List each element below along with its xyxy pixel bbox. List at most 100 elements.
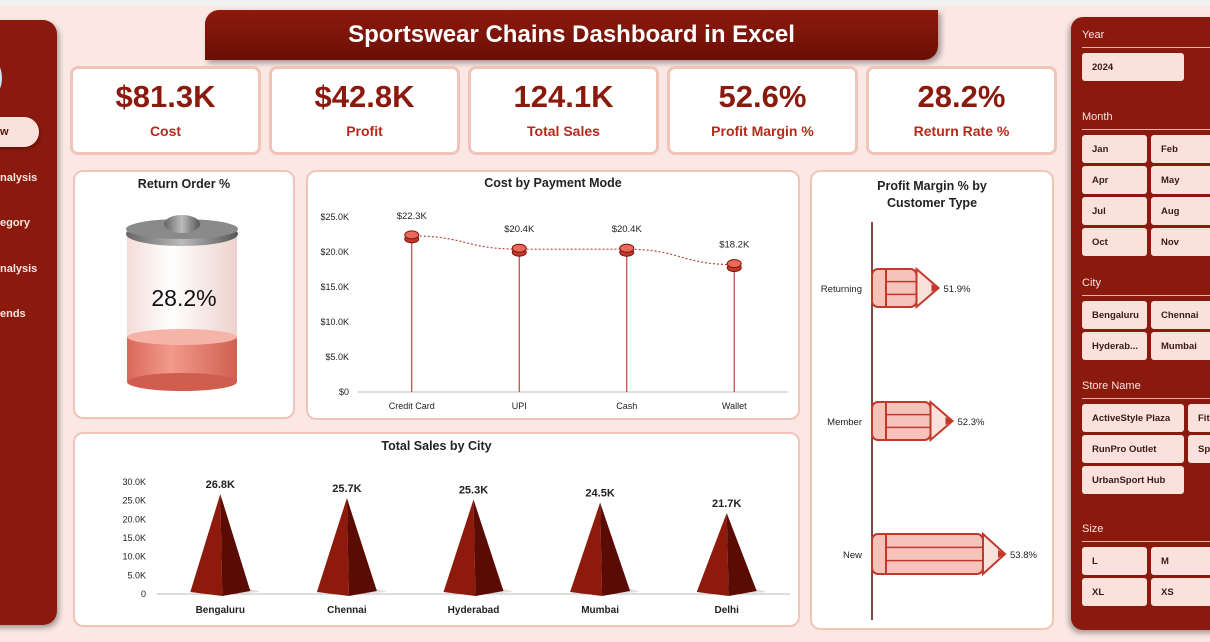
battery-gauge bbox=[126, 215, 238, 391]
chart-title: Return Order % bbox=[137, 177, 231, 191]
coin-marker-top bbox=[619, 243, 635, 253]
filter-city-item[interactable]: Mumbai bbox=[1151, 332, 1210, 360]
kpi-label: Return Rate % bbox=[913, 123, 1010, 139]
kpi-label: Total Sales bbox=[527, 123, 600, 139]
filter-label-month: Month bbox=[1082, 111, 1113, 123]
data-label: 51.9% bbox=[944, 284, 971, 295]
data-label: 24.5K bbox=[585, 488, 614, 500]
pyramid-front bbox=[570, 502, 603, 596]
y-tick-label: $10.0K bbox=[320, 317, 349, 327]
divider bbox=[1082, 398, 1210, 399]
pyramid-side bbox=[346, 498, 377, 596]
y-tick-label: Member bbox=[827, 417, 862, 428]
nav-sidebar: w nalysis egory nalysis ends bbox=[0, 20, 57, 625]
page-title: Sportswear Chains Dashboard in Excel bbox=[205, 10, 938, 60]
filter-store-item[interactable]: ActiveStyle Plaza bbox=[1082, 404, 1184, 432]
nav-item-trends[interactable]: ends bbox=[0, 308, 26, 320]
nav-item-analysis-1[interactable]: nalysis bbox=[0, 172, 38, 184]
filter-month-nov[interactable]: Nov bbox=[1151, 228, 1210, 256]
kpi-value: $81.3K bbox=[115, 79, 216, 114]
kpi-label: Profit Margin % bbox=[711, 123, 814, 139]
filter-store-item[interactable]: UrbanSport Hub bbox=[1082, 466, 1184, 494]
x-tick-label: Chennai bbox=[327, 605, 367, 616]
filter-panel: Year 2024 Month City Store Name Size Jan… bbox=[1071, 17, 1210, 630]
y-tick-label: New bbox=[843, 550, 862, 561]
filter-size-xl[interactable]: XL bbox=[1082, 578, 1147, 606]
x-tick-label: UPI bbox=[512, 401, 527, 411]
y-tick-label: 25.0K bbox=[122, 496, 146, 506]
filter-month-apr[interactable]: Apr bbox=[1082, 166, 1147, 194]
filter-year-2024[interactable]: 2024 bbox=[1082, 53, 1184, 81]
filter-month-may[interactable]: May bbox=[1151, 166, 1210, 194]
coin-marker-top bbox=[404, 230, 420, 240]
data-label: 26.8K bbox=[206, 479, 235, 491]
filter-label-size: Size bbox=[1082, 523, 1104, 535]
kpi-total-sales: 124.1K Total Sales bbox=[468, 66, 659, 155]
data-label: 25.7K bbox=[332, 483, 361, 495]
nav-item-category[interactable]: egory bbox=[0, 217, 30, 229]
divider bbox=[1082, 129, 1210, 130]
battery-bottom bbox=[127, 373, 237, 391]
pencil-tip bbox=[915, 266, 941, 310]
filter-store-item[interactable]: RunPro Outlet bbox=[1082, 435, 1184, 463]
profit-margin-chart: 51.9% Returning 52.3% Member 53.8% New bbox=[821, 222, 1037, 620]
filter-store-item[interactable]: Fit bbox=[1188, 404, 1210, 432]
y-tick-label: $20.0K bbox=[320, 247, 349, 257]
filter-size-xs[interactable]: XS bbox=[1151, 578, 1210, 606]
kpi-label: Profit bbox=[346, 123, 383, 139]
nav-item-analysis-2[interactable]: nalysis bbox=[0, 263, 38, 275]
logo-icon bbox=[0, 58, 2, 98]
pencil-bar bbox=[871, 531, 1007, 577]
filter-label-year: Year bbox=[1082, 29, 1105, 41]
chart-title: Total Sales by City bbox=[381, 439, 492, 453]
cost-by-payment-chart: $0 $5.0K $10.0K $15.0K $20.0K $25.0K Credit Ca… bbox=[320, 211, 788, 411]
pyramid-side bbox=[726, 512, 757, 596]
filter-month-jul[interactable]: Jul bbox=[1082, 197, 1147, 225]
filter-city-item[interactable]: Bengaluru bbox=[1082, 301, 1147, 329]
filter-month-feb[interactable]: Feb bbox=[1151, 135, 1210, 163]
pencil-bar bbox=[871, 399, 955, 443]
cost-by-payment-card: Cost by Payment Mode $0 $5.0K $10.0K $15.0K… bbox=[306, 170, 800, 420]
y-tick-label: 15.0K bbox=[122, 533, 146, 543]
filter-size-m[interactable]: M bbox=[1151, 547, 1210, 575]
chart-title: Cost by Payment Mode bbox=[484, 176, 622, 190]
kpi-profit-margin: 52.6% Profit Margin % bbox=[667, 66, 858, 155]
window-top-strip bbox=[0, 0, 1210, 6]
pencil-body bbox=[871, 533, 984, 575]
x-tick-label: Credit Card bbox=[389, 401, 435, 411]
filter-month-aug[interactable]: Aug bbox=[1151, 197, 1210, 225]
filter-month-oct[interactable]: Oct bbox=[1082, 228, 1147, 256]
kpi-cost: $81.3K Cost bbox=[70, 66, 261, 155]
pyramid-side bbox=[473, 499, 504, 596]
kpi-return-rate: 28.2% Return Rate % bbox=[866, 66, 1057, 155]
pencil-body bbox=[871, 268, 918, 308]
y-tick-label: 30.0K bbox=[122, 477, 146, 487]
data-label: $20.4K bbox=[504, 224, 535, 235]
x-tick-label: Bengaluru bbox=[196, 605, 245, 616]
data-label: 25.3K bbox=[459, 485, 488, 497]
pyramid-front bbox=[443, 499, 476, 596]
sales-by-city-card: Total Sales by City 0 5.0K 10.0K 15.0K 20.0K… bbox=[73, 432, 800, 627]
trend-line bbox=[411, 235, 735, 266]
nav-item-overview[interactable]: w bbox=[0, 117, 39, 147]
data-label: 53.8% bbox=[1010, 550, 1037, 561]
x-tick-label: Delhi bbox=[714, 605, 739, 616]
x-tick-label: Wallet bbox=[722, 401, 747, 411]
filter-store-item[interactable]: Sp bbox=[1188, 435, 1210, 463]
filter-city-item[interactable]: Chennai bbox=[1151, 301, 1210, 329]
kpi-value: 124.1K bbox=[513, 79, 614, 114]
coin-marker-top bbox=[511, 243, 527, 253]
coin-marker-top bbox=[726, 259, 742, 269]
filter-city-item[interactable]: Hyderab... bbox=[1082, 332, 1147, 360]
pencil-tip bbox=[929, 399, 955, 443]
x-tick-label: Mumbai bbox=[581, 605, 619, 616]
filter-month-jan[interactable]: Jan bbox=[1082, 135, 1147, 163]
kpi-profit: $42.8K Profit bbox=[269, 66, 460, 155]
pyramid-front bbox=[316, 498, 349, 596]
data-label: 21.7K bbox=[712, 498, 741, 510]
pyramid-side bbox=[220, 493, 251, 596]
filter-label-city: City bbox=[1082, 277, 1101, 289]
filter-size-l[interactable]: L bbox=[1082, 547, 1147, 575]
data-label: $20.4K bbox=[612, 224, 643, 235]
data-label: 52.3% bbox=[958, 417, 985, 428]
